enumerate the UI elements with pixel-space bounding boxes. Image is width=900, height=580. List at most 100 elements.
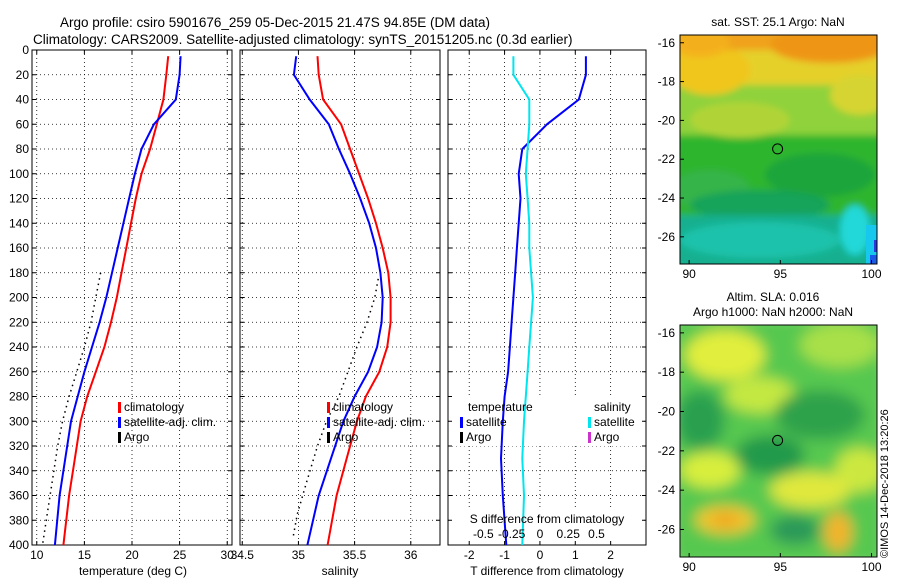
series-line-climatology	[62, 56, 170, 546]
series-line-argo	[41, 272, 102, 546]
salinity-panel: 34.5 35 35.5 36 salinity climatologysatelli…	[231, 49, 441, 578]
temperature-xlabel: temperature (deg C)	[79, 564, 187, 578]
y-tick-label: 360	[9, 489, 29, 503]
salinity-grid	[240, 50, 440, 545]
temperature-series	[41, 56, 182, 546]
temperature-grid	[32, 50, 232, 545]
x-tick-label: 10	[30, 548, 44, 562]
legend-header-salinity: salinity	[594, 400, 631, 414]
difference-series	[499, 56, 587, 546]
map-x-tick-label: 100	[862, 267, 882, 281]
y-tick-label: 0	[22, 43, 29, 57]
x-tick-label: 25	[173, 548, 187, 562]
legend-label-salinity: satellite	[594, 415, 635, 429]
sst-map-frame	[679, 34, 878, 265]
x-tick-label: 35.5	[343, 548, 367, 562]
salinity-series	[292, 56, 392, 546]
y-tick-label: 220	[9, 315, 29, 329]
map-y-tick-label: -20	[658, 113, 676, 127]
x-tick-label: 1	[572, 548, 579, 562]
legend-label: satellite-adj. clim.	[124, 415, 216, 429]
y-tick-label: 40	[16, 93, 30, 107]
x-tick-label: -2	[464, 548, 475, 562]
map-x-tick-label: 95	[774, 560, 788, 574]
difference-grid	[448, 50, 646, 545]
y-tick-label: 20	[16, 68, 30, 82]
difference-legend-box	[452, 396, 642, 446]
series-line-satellite-adj-clim-	[292, 56, 384, 546]
legend-label: satellite-adj. clim.	[333, 415, 425, 429]
s-x-tick-label: -0.5	[473, 527, 494, 541]
x-tick-label: 2	[607, 548, 614, 562]
map-y-tick-label: -20	[658, 405, 676, 419]
map-y-tick-label: -18	[658, 365, 676, 379]
legend-label: Argo	[333, 430, 359, 444]
sla-map-panel: Altim. SLA: 0.016 Argo h1000: NaN h2000:…	[658, 290, 882, 574]
s-x-tick-label: 0.25	[557, 527, 581, 541]
legend-swatch-salinity-satellite	[588, 417, 591, 428]
x-tick-label: 15	[78, 548, 92, 562]
x-tick-label: 30	[221, 548, 235, 562]
legend-label-temperature: satellite	[466, 415, 507, 429]
difference-legend: temperature salinitysatelliteArgosatellit…	[460, 400, 635, 444]
difference-panel: -2 -1 0 1 2 -0.5 -0.25 0 0.25 0.5 S difference fr…	[447, 49, 647, 578]
x-tick-label: 35	[292, 548, 306, 562]
legend-swatch-satellite-adj-clim-	[327, 417, 330, 428]
legend-swatch-argo	[118, 432, 121, 443]
legend-label-temperature: Argo	[466, 430, 492, 444]
y-tick-label: 300	[9, 414, 29, 428]
y-tick-label: 80	[16, 142, 30, 156]
map-x-tick-label: 90	[682, 560, 696, 574]
y-tick-label: 340	[9, 464, 29, 478]
legend-label-salinity: Argo	[594, 430, 620, 444]
s-x-tick-label: 0	[537, 527, 544, 541]
s-x-tick-label: 0.5	[588, 527, 605, 541]
legend-swatch-temperature-satellite	[460, 417, 463, 428]
y-tick-label: 200	[9, 291, 29, 305]
series-line-climatology	[316, 56, 392, 546]
legend-label: climatology	[124, 400, 184, 414]
series-line-satellite-salinity	[512, 56, 534, 546]
temperature-ticks: 10 15 20 25 30020406080100120140160180200220…	[9, 43, 234, 562]
sla-map-ticks: 90 95 100 -16 -18 -20 -22 -24 -26	[658, 326, 882, 574]
x-tick-label: -1	[499, 548, 510, 562]
y-tick-label: 180	[9, 266, 29, 280]
map-y-tick-label: -16	[658, 326, 676, 340]
legend-label: climatology	[333, 400, 393, 414]
imos-timestamp: ©IMOS 14-Dec-2018 13:20:26	[879, 409, 891, 558]
salinity-ticks: 34.5 35 35.5 36	[231, 49, 440, 562]
legend-swatch-argo	[327, 432, 330, 443]
y-tick-label: 100	[9, 167, 29, 181]
y-tick-label: 120	[9, 192, 29, 206]
x-tick-label: 34.5	[231, 548, 255, 562]
sst-map-ticks: 90 95 100 -16 -18 -20 -22 -24 -26	[658, 36, 882, 281]
map-x-tick-label: 100	[862, 560, 882, 574]
y-tick-label: 160	[9, 241, 29, 255]
x-tick-label: 20	[125, 548, 139, 562]
sla-map-title: Altim. SLA: 0.016	[727, 290, 820, 304]
legend-header-temperature: temperature	[468, 400, 533, 414]
map-x-tick-label: 90	[682, 267, 696, 281]
y-tick-label: 280	[9, 390, 29, 404]
figure-title-line1: Argo profile: csiro 5901676_259 05-Dec-2…	[60, 15, 490, 30]
map-x-tick-label: 95	[774, 267, 788, 281]
sla-map-frame	[679, 324, 878, 558]
series-line-satellite-temperature	[499, 56, 587, 546]
y-tick-label: 240	[9, 340, 29, 354]
s-difference-xlabel: S difference from climatology	[470, 512, 625, 526]
legend-swatch-climatology	[327, 402, 330, 413]
sst-heatmap	[680, 35, 877, 264]
map-y-tick-label: -16	[658, 36, 676, 50]
y-tick-label: 320	[9, 439, 29, 453]
sla-heatmap	[680, 325, 877, 557]
y-tick-label: 260	[9, 365, 29, 379]
sla-argo-location-marker	[772, 434, 784, 446]
map-y-tick-label: -18	[658, 75, 676, 89]
sst-map-title: sat. SST: 25.1 Argo: NaN	[711, 15, 844, 29]
x-tick-label: 36	[404, 548, 418, 562]
x-tick-label: 0	[537, 548, 544, 562]
y-tick-label: 60	[16, 117, 30, 131]
